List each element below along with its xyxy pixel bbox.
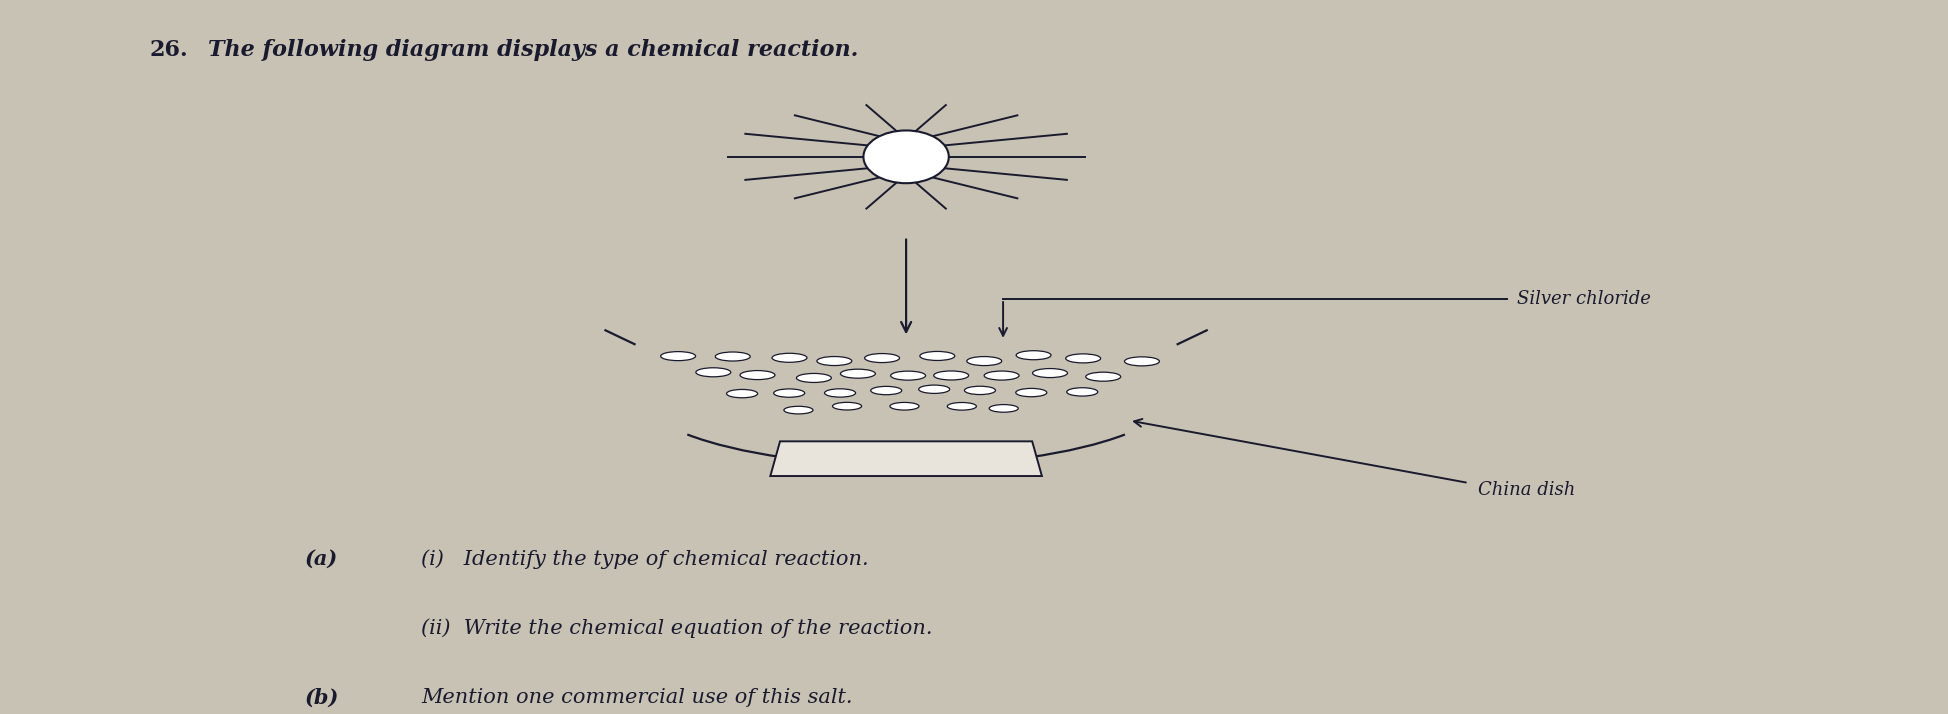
Ellipse shape bbox=[919, 385, 951, 393]
Ellipse shape bbox=[660, 351, 695, 361]
Ellipse shape bbox=[890, 371, 925, 380]
Ellipse shape bbox=[797, 373, 832, 383]
Ellipse shape bbox=[783, 406, 812, 414]
Ellipse shape bbox=[1068, 388, 1099, 396]
Ellipse shape bbox=[919, 351, 955, 361]
Ellipse shape bbox=[865, 353, 900, 363]
Ellipse shape bbox=[1124, 357, 1159, 366]
Ellipse shape bbox=[966, 356, 1001, 366]
Polygon shape bbox=[769, 441, 1042, 476]
Ellipse shape bbox=[840, 369, 875, 378]
Ellipse shape bbox=[947, 403, 976, 410]
Ellipse shape bbox=[890, 403, 919, 410]
Ellipse shape bbox=[1085, 372, 1120, 381]
Ellipse shape bbox=[816, 356, 851, 366]
Ellipse shape bbox=[727, 389, 758, 398]
Ellipse shape bbox=[964, 386, 995, 395]
Text: 26.: 26. bbox=[150, 39, 189, 61]
Ellipse shape bbox=[1015, 388, 1046, 397]
Ellipse shape bbox=[740, 371, 775, 380]
Ellipse shape bbox=[871, 386, 902, 395]
Ellipse shape bbox=[773, 389, 805, 397]
Ellipse shape bbox=[771, 353, 806, 362]
Ellipse shape bbox=[1066, 354, 1101, 363]
Text: (b): (b) bbox=[304, 688, 339, 708]
Ellipse shape bbox=[824, 389, 855, 397]
Text: (i)   Identify the type of chemical reaction.: (i) Identify the type of chemical reacti… bbox=[421, 549, 869, 568]
Text: China dish: China dish bbox=[1479, 481, 1576, 499]
Ellipse shape bbox=[863, 131, 949, 183]
Text: Mention one commercial use of this salt.: Mention one commercial use of this salt. bbox=[421, 688, 853, 707]
Text: (a): (a) bbox=[304, 549, 339, 569]
Ellipse shape bbox=[715, 352, 750, 361]
Ellipse shape bbox=[1032, 368, 1068, 378]
Ellipse shape bbox=[1017, 351, 1052, 360]
Ellipse shape bbox=[832, 403, 861, 410]
Text: (ii)  Write the chemical equation of the reaction.: (ii) Write the chemical equation of the … bbox=[421, 618, 933, 638]
Text: Silver chloride: Silver chloride bbox=[1517, 290, 1652, 308]
Ellipse shape bbox=[933, 371, 968, 380]
Text: The following diagram displays a chemical reaction.: The following diagram displays a chemica… bbox=[208, 39, 859, 61]
Ellipse shape bbox=[990, 405, 1019, 412]
Ellipse shape bbox=[695, 368, 730, 377]
Ellipse shape bbox=[984, 371, 1019, 380]
